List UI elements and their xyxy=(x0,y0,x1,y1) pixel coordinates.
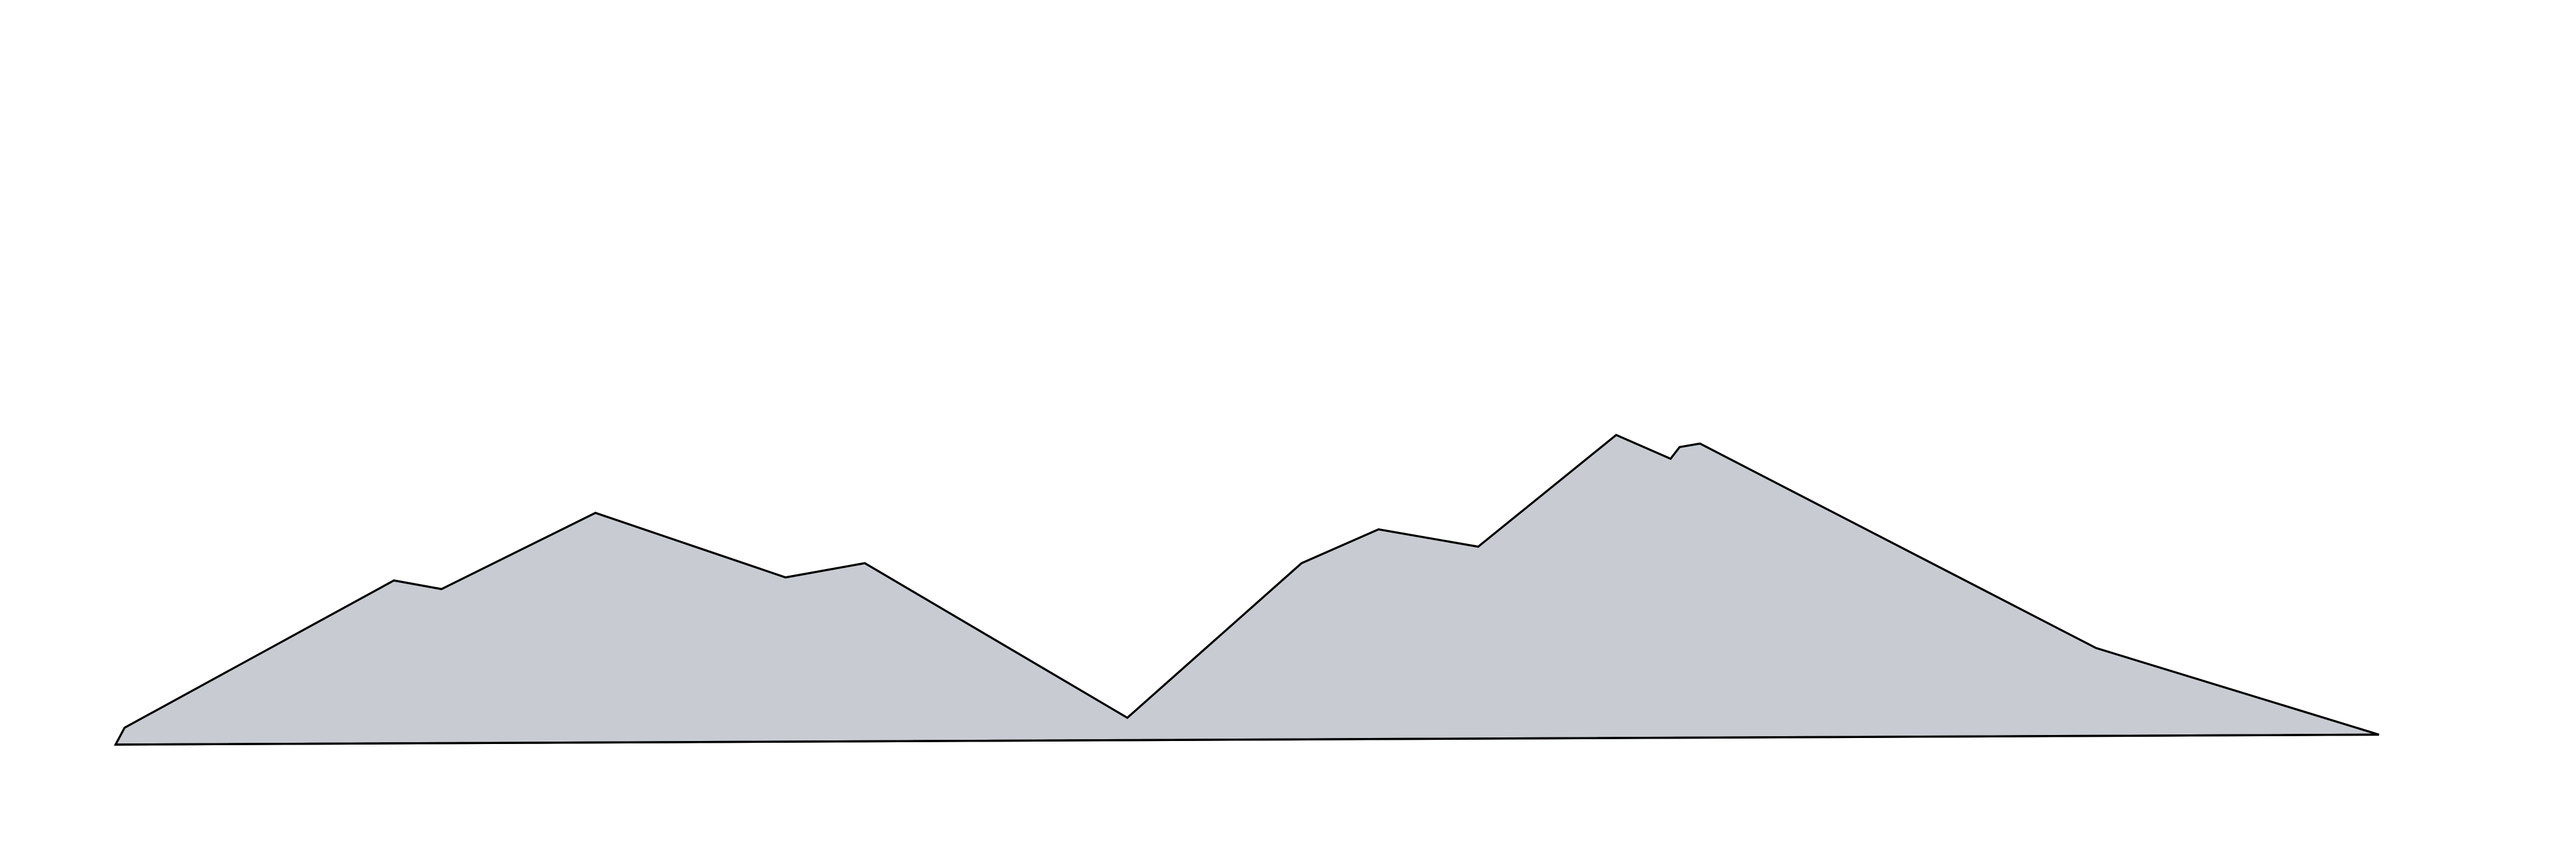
area-fill xyxy=(114,434,2380,746)
plot-region xyxy=(114,434,2380,746)
area-baseline xyxy=(115,733,2380,746)
